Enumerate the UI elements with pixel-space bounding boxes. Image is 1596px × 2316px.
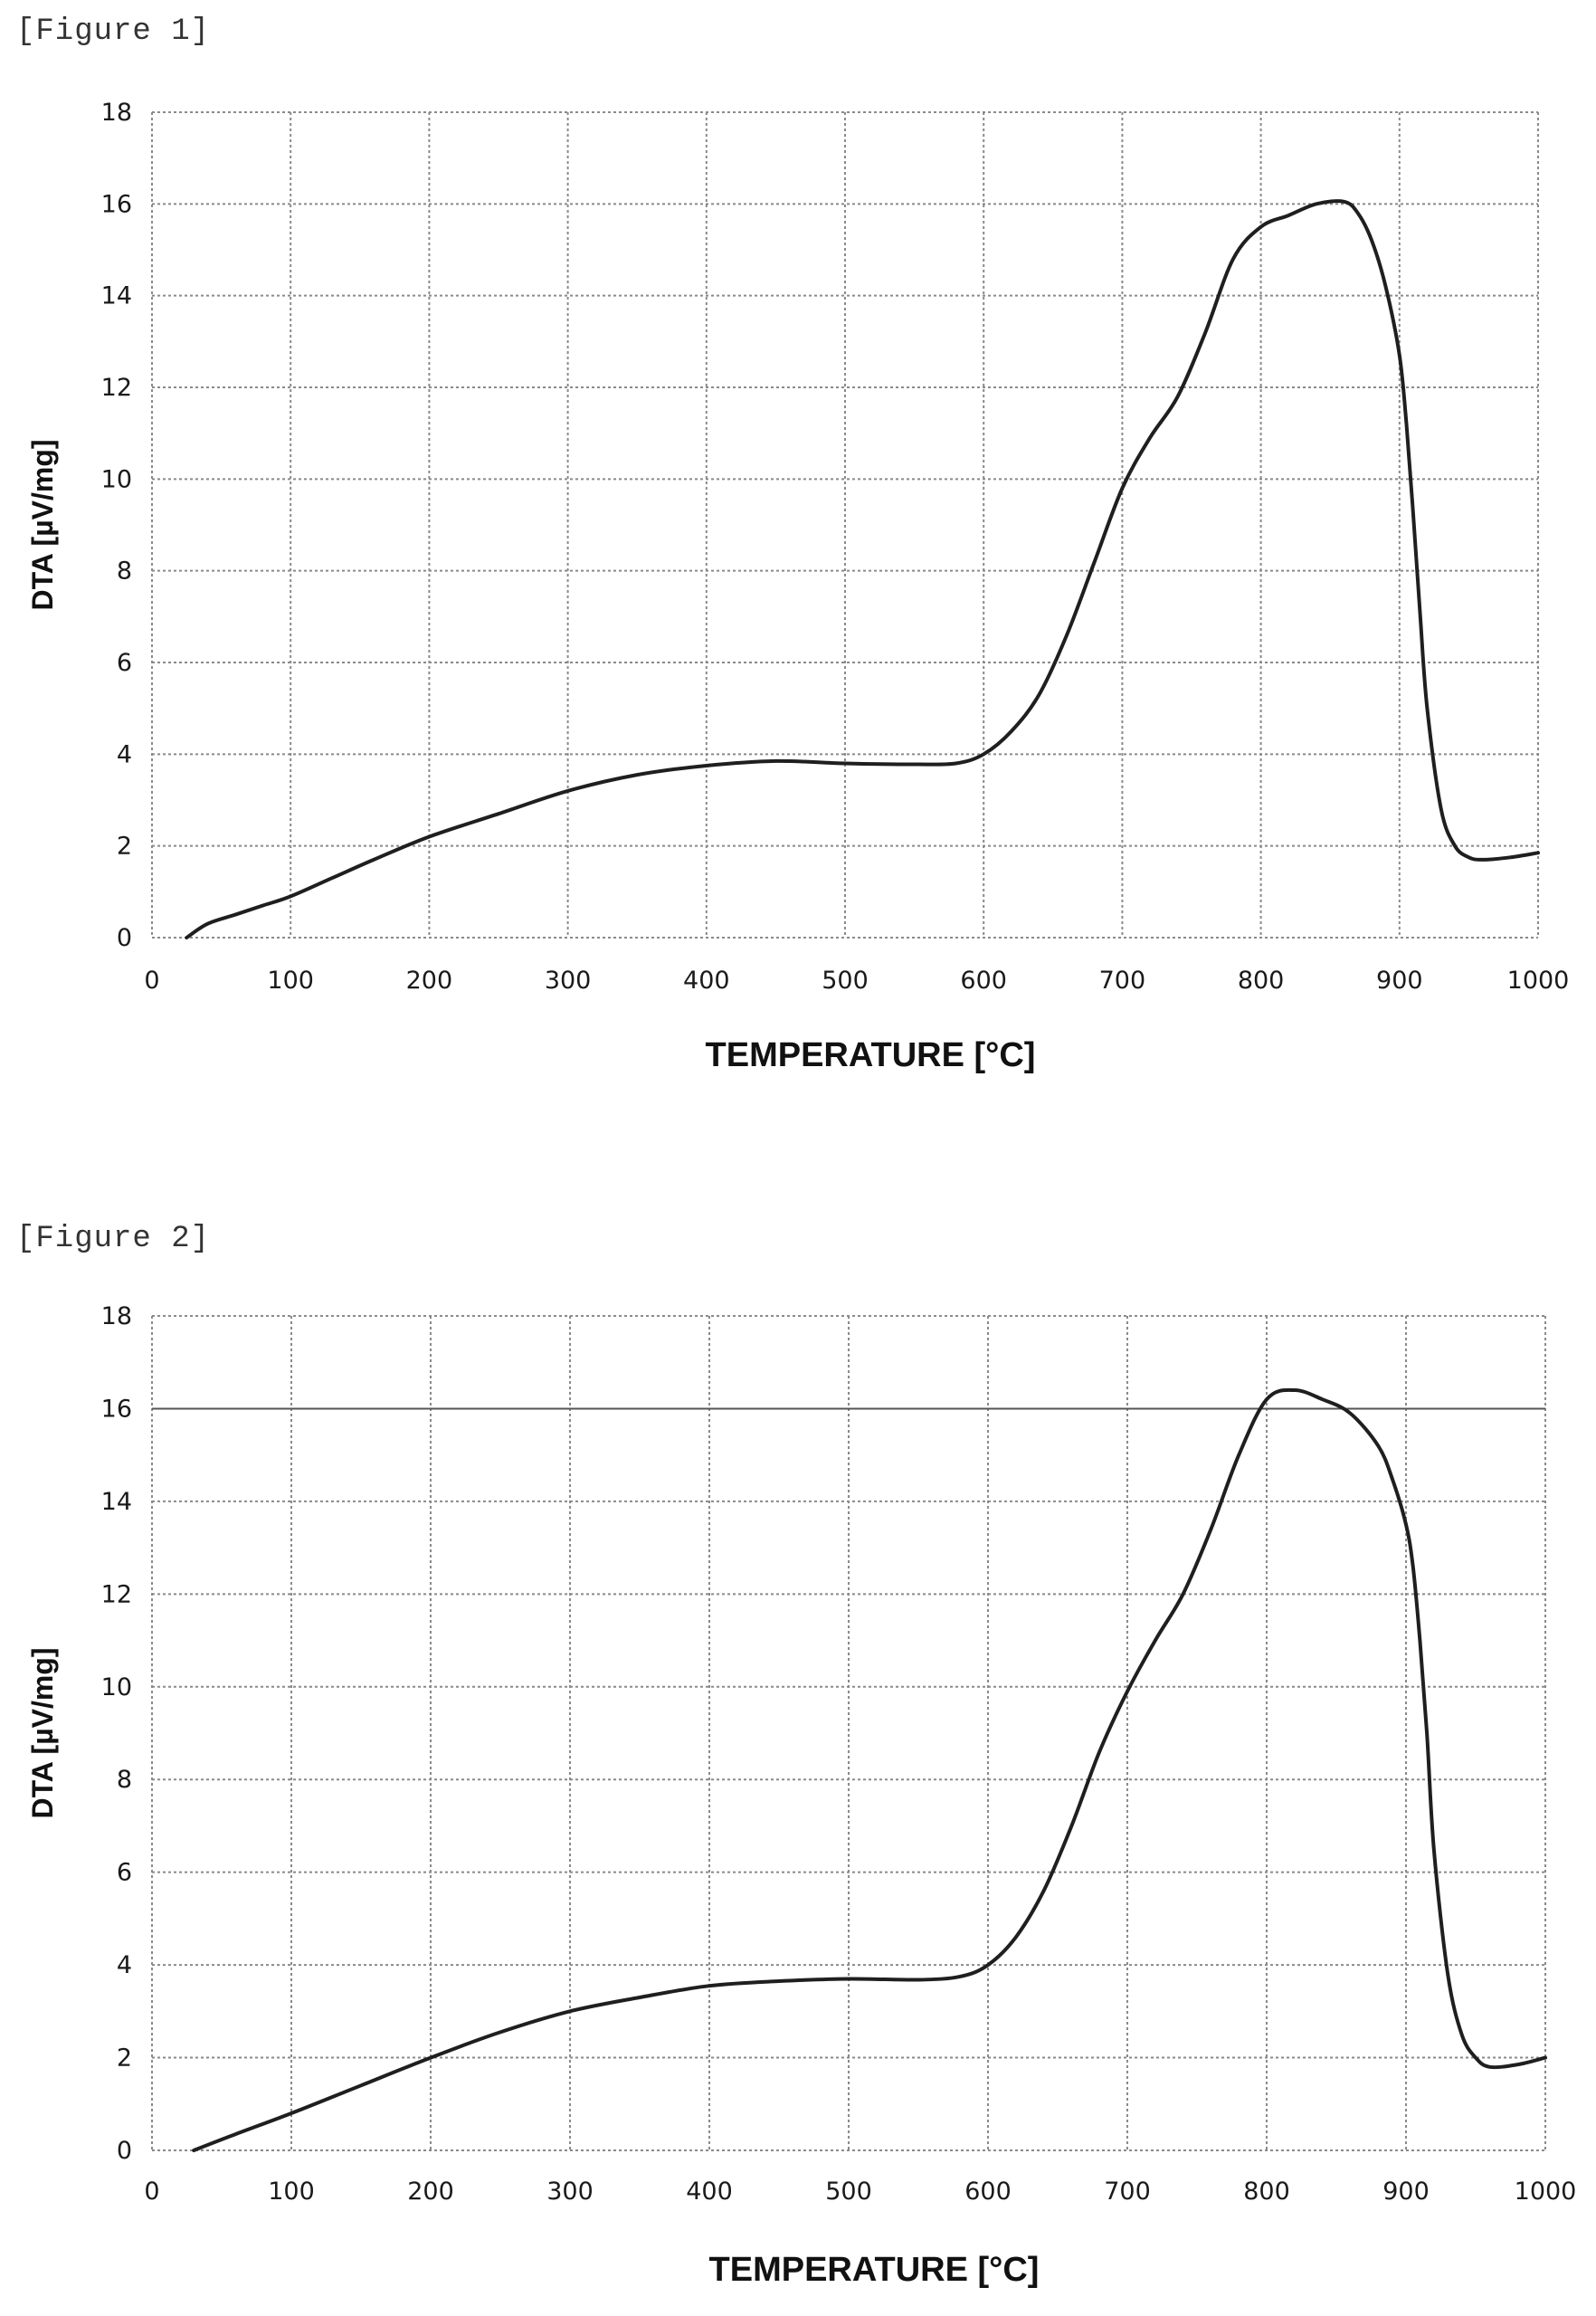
figure-1-grid	[151, 111, 1539, 939]
x-tick-label: 400	[686, 2178, 733, 2206]
x-tick-label: 600	[964, 2178, 1012, 2206]
x-tick-label: 900	[1382, 2178, 1430, 2206]
figure-2-label: [Figure 2]	[16, 1222, 211, 1256]
y-tick-label: 8	[117, 1766, 132, 1794]
x-tick-label: 400	[683, 967, 730, 995]
x-tick-label: 100	[268, 2178, 315, 2206]
figure-1-dta-curve	[185, 199, 1540, 939]
y-tick-label: 4	[117, 740, 132, 768]
figure-2-grid	[151, 1315, 1546, 2151]
figure-1-x-axis-title: TEMPERATURE [°C]	[706, 1036, 1036, 1074]
figure-1-y-ticks: 0 2 4 6 8 10 12 14 16 18	[101, 99, 132, 952]
x-tick-label: 500	[825, 2178, 872, 2206]
figure-2-dta-curve	[192, 1387, 1547, 2152]
x-tick-label: 700	[1104, 2178, 1151, 2206]
x-tick-label: 1000	[1507, 967, 1570, 995]
y-tick-label: 18	[101, 1302, 132, 1330]
y-tick-label: 0	[117, 2137, 132, 2165]
y-tick-label: 14	[101, 1488, 132, 1516]
x-tick-label: 200	[406, 967, 453, 995]
y-tick-label: 6	[117, 1859, 132, 1887]
y-tick-label: 10	[101, 1673, 132, 1701]
x-tick-label: 800	[1243, 2178, 1290, 2206]
figure-2-chart: 0 2 4 6 8 10 12 14 16 18 0 100 200 300 400 500 600 700 80…	[26, 1302, 1576, 2289]
y-tick-label: 16	[101, 1395, 132, 1423]
y-tick-label: 0	[117, 924, 132, 952]
y-tick-label: 2	[117, 833, 132, 861]
figure-1-y-axis-title: DTA [µV/mg]	[26, 439, 59, 610]
x-tick-label: 800	[1238, 967, 1285, 995]
x-tick-label: 500	[822, 967, 869, 995]
figure-2-y-ticks: 0 2 4 6 8 10 12 14 16 18	[101, 1302, 132, 2165]
y-tick-label: 18	[101, 99, 132, 127]
y-tick-label: 10	[101, 465, 132, 493]
figure-1-label: [Figure 1]	[16, 14, 211, 49]
figure-2-y-axis-title: DTA [µV/mg]	[26, 1647, 59, 1818]
y-tick-label: 6	[117, 649, 132, 677]
y-tick-label: 2	[117, 2044, 132, 2073]
x-tick-label: 900	[1376, 967, 1423, 995]
y-tick-label: 12	[101, 1580, 132, 1608]
y-tick-label: 14	[101, 282, 132, 310]
x-tick-label: 0	[144, 2178, 159, 2206]
y-tick-label: 12	[101, 374, 132, 402]
y-tick-label: 8	[117, 558, 132, 586]
figure-2-x-ticks: 0 100 200 300 400 500 600 700 800 900 1000	[144, 2178, 1576, 2206]
x-tick-label: 700	[1099, 967, 1146, 995]
x-tick-label: 1000	[1515, 2178, 1577, 2206]
y-tick-label: 4	[117, 1951, 132, 1979]
figure-1-x-ticks: 0 100 200 300 400 500 600 700 800 900 1000	[144, 967, 1569, 995]
x-tick-label: 100	[267, 967, 314, 995]
x-tick-label: 300	[545, 967, 592, 995]
x-tick-label: 300	[546, 2178, 594, 2206]
y-tick-label: 16	[101, 190, 132, 218]
x-tick-label: 200	[407, 2178, 454, 2206]
x-tick-label: 600	[960, 967, 1007, 995]
figure-2-x-axis-title: TEMPERATURE [°C]	[709, 2251, 1040, 2289]
figure-1-chart: 0 2 4 6 8 10 12 14 16 18 0 100 200 300 400 500 600 700 80…	[26, 99, 1569, 1074]
x-tick-label: 0	[144, 967, 159, 995]
